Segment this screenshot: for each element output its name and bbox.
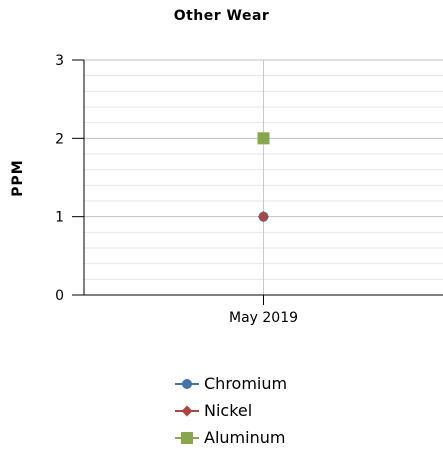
legend-symbol [181,405,193,416]
legend-marker-chromium [175,378,199,389]
legend-label: Nickel [204,401,253,420]
data-point-nickel [258,211,269,223]
legend-item-nickel[interactable]: Nickel [174,397,287,424]
grid-layer [84,59,443,295]
chart-title: Other Wear [173,8,270,24]
legend-item-chromium[interactable]: Chromium [174,370,287,397]
y-tick-label: 3 [55,53,64,69]
legend-label: Aluminum [204,428,286,447]
y-tick-label: 0 [55,288,64,304]
legend-item-aluminum[interactable]: Aluminum [174,424,287,451]
legend-marker-aluminum [175,431,199,444]
legend-marker-nickel [175,405,199,416]
data-point-aluminum [257,132,270,145]
data-layer [257,132,270,223]
axis-layer: 0 1 2 3 May 2019 [55,53,443,326]
y-tick-label: 2 [55,131,64,147]
legend-label: Chromium [204,374,288,393]
x-tick-label: May 2019 [229,310,298,326]
y-tick-label: 1 [55,210,64,226]
legend: Chromium Nickel Aluminum [174,370,287,451]
legend-symbol [182,378,192,389]
legend-symbol [181,431,193,444]
